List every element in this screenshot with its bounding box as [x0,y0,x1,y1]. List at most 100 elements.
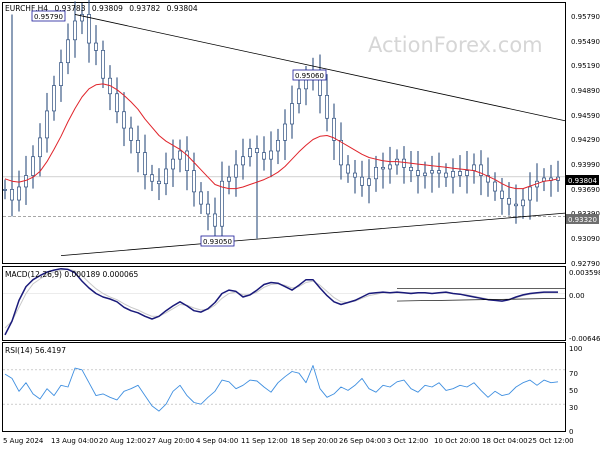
annotation-high-2-text: 0.95060 [295,72,324,80]
price-candle-body [283,123,287,141]
price-candle-body [304,78,308,90]
price-candle-body [101,50,105,79]
price-candle-body [493,181,497,192]
support-flag-bg [566,214,599,224]
rsi-axis: 100 70 50 30 0 [569,345,582,436]
price-candle-body [115,93,119,113]
close-value: 0.93804 [167,4,198,13]
rsi-tick-label: 70 [569,370,578,378]
time-axis: 5 Aug 2024 13 Aug 04:00 20 Aug 12:00 27 … [3,437,574,445]
price-candle-body [178,150,182,160]
time-tick-label: 5 Aug 2024 [3,437,44,445]
macd-header: MACD(12,26,9) 0.000189 0.000065 [5,270,139,279]
macd-tick-label: 0.003598 [569,269,600,277]
price-tick-label: 0.95490 [571,38,600,46]
macd-panel-frame [2,266,566,341]
annotation-low-box [200,235,235,247]
rsi-tick-label: 30 [569,404,578,412]
price-candle-body [122,111,126,129]
price-candle-body [73,20,77,41]
macd-tick-label: -0.006468 [569,335,600,343]
price-candle-body [339,140,343,166]
open-value: 0.93783 [54,4,85,13]
price-tick-label: 0.94890 [571,87,600,95]
price-panel-frame [2,2,566,264]
time-tick-label: 4 Sep 04:00 [196,437,238,445]
price-tick-label: 0.92790 [571,260,600,268]
time-tick-label: 27 Aug 20:00 [147,437,194,445]
price-candle-body [31,156,35,176]
price-candle-body [255,148,259,153]
price-candle-body [87,14,91,44]
annotation-high-1: 0.95790 [31,10,66,22]
moving-average-line [4,83,559,190]
price-candle-body [45,110,49,139]
price-candle-body [458,171,462,176]
rsi-tick-label: 100 [569,345,582,353]
price-candle-body [192,170,196,193]
time-tick-label: 26 Sep 04:00 [339,437,386,445]
price-candle-body [500,190,504,199]
macd-tick-label: 0.00 [569,292,585,300]
time-tick-label: 18 Sep 20:00 [291,437,338,445]
support-flag-text: 0.93320 [568,216,597,224]
price-candle-body [129,127,133,141]
price-candle-body [521,199,525,207]
macd-line [4,267,558,336]
price-tick-label: 0.95790 [571,13,600,21]
price-candle-body [332,117,336,141]
trendline-lower [60,212,566,257]
price-candle-body [444,172,448,178]
price-tick-label: 0.93690 [571,186,600,194]
price-candle-body [143,152,147,176]
price-candle-body [206,203,210,215]
price-candle-body [213,213,217,227]
price-candle-body [136,140,140,153]
price-candle-body [374,166,378,180]
symbol-label: EURCHF,H4 [5,4,48,13]
time-tick-label: 11 Sep 12:00 [241,437,288,445]
price-tick-label: 0.94290 [571,136,600,144]
price-candle-body [423,172,427,176]
price-candle-body [276,140,280,152]
price-candle-body [269,150,273,160]
price-candle-body [94,42,98,51]
price-candle-body [234,164,238,178]
trendline-upper [74,14,566,122]
current-price-flag-text: 0.93804 [568,177,597,185]
time-tick-label: 3 Oct 12:00 [387,437,428,445]
price-candle-body [507,198,511,205]
watermark: ActionForex.com [368,33,543,57]
price-candle-body [409,166,413,171]
price-candle-body [241,156,245,166]
price-candle-body [465,170,469,176]
price-candle-body [59,62,63,86]
price-candle-body [325,95,329,119]
price-candle-body [388,164,392,170]
current-price-flag: 0.93804 [566,175,599,185]
price-candle-body [10,189,14,201]
price-candle-body [199,191,203,205]
support-flag: 0.93320 [566,214,599,224]
annotation-low: 0.93050 [200,235,235,247]
price-candle-body [80,14,84,22]
annotation-low-text: 0.93050 [203,238,232,246]
price-candle-body [220,180,224,227]
price-candle-body [528,186,532,201]
price-candle-body [514,203,518,207]
time-tick-label: 20 Aug 12:00 [99,437,146,445]
price-candle-body [248,148,252,158]
rsi-line [4,365,559,412]
plot-layer [3,0,566,412]
price-candle-body [430,170,434,174]
rsi-tick-label: 0 [569,428,573,436]
annotation-high-2-box [292,69,327,81]
rsi-header: RSI(14) 56.4197 [5,346,66,355]
price-candle-body [472,164,476,171]
price-tick-label: 0.95190 [571,62,600,70]
price-candle-body [171,158,175,170]
price-candle-body [185,150,189,171]
price-candle-body [164,168,168,185]
